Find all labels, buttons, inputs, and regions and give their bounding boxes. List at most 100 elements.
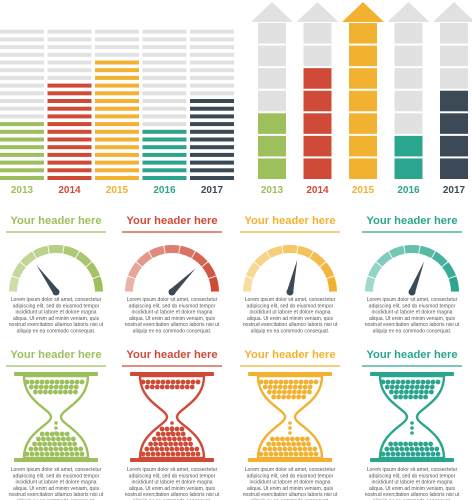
block-filled [349,68,377,89]
bar-stripe-filled [190,168,234,173]
sand-dot [54,431,60,437]
bar-stripe-filled [95,83,139,88]
bar-stripe-empty [142,114,187,119]
sand-dot [399,389,404,395]
sand-dot [64,379,70,385]
sand-dot [384,446,390,452]
body-text-line: Lorem ipsum dolor sit amet, consectetur [367,297,458,303]
sand-dot [182,436,187,442]
bar-stripe-filled [190,160,234,165]
sand-dot [313,379,319,385]
bar-stripe-filled [190,122,234,127]
sand-dot [48,389,53,395]
panel-header: Your header here [244,215,335,227]
sand-dot [419,446,425,452]
sand-dot [63,384,69,390]
sand-dot [159,384,165,390]
gauge-segment [164,244,180,254]
sand-dot [404,384,410,390]
sand-dot [149,446,155,452]
body-text-line: adipiscing elit, sed do eiusmod tempor [129,473,216,479]
sand-dot [288,451,294,457]
sand-dot [419,384,425,390]
sand-dot [46,436,51,442]
arrow-head [387,2,430,22]
sand-dot [53,389,58,395]
panel-header: Your header here [10,215,101,227]
bar-stripe-empty [142,106,187,111]
bar-stripe-filled [95,137,139,142]
sand-dot [409,389,414,395]
bar-stripe-filled [47,160,92,165]
hourglass-panel-3: Your header here Lorem ipsum dolor sit am… [240,349,340,500]
sand-dot [385,379,391,385]
bar-stripe-filled [0,176,44,180]
sand-dot [276,394,281,400]
sand-dot [42,441,47,447]
sand-dot [54,451,60,457]
sand-dot [423,394,428,400]
block-empty [258,68,286,89]
sand-dot [286,441,291,447]
sand-dot [190,451,196,457]
sand-dot [394,389,399,395]
gauge-segment [297,245,314,259]
sand-dot [415,379,421,385]
sand-dot [410,451,416,457]
bar-stripe-filled [190,106,234,111]
bar-stripe-filled [95,91,139,96]
gauge-segment [365,276,376,292]
sand-dot [408,441,413,447]
sand-dot [400,379,406,385]
bar-stripe-filled [47,114,92,119]
bar-arrow-2013 [251,2,293,179]
sand-dot [24,451,30,457]
sand-dot [154,384,160,390]
sand-dot [296,441,301,447]
bar-stripe-empty [142,37,187,42]
sand-dot [390,451,396,457]
hourglass-glass [256,374,324,460]
sand-dot [413,441,418,447]
bar-stripe-empty [0,75,44,80]
sand-dot [183,441,189,447]
bar-stripe-filled [47,91,92,96]
sand-dot [389,384,395,390]
bar-stripe-filled [142,160,187,165]
bar-stripe-filled [95,114,139,119]
bar-stripe-empty [95,29,139,34]
gauge-segment [254,251,271,267]
bar-stripe-empty [190,83,234,88]
block-filled [303,113,332,134]
block-filled [349,113,377,134]
bar-stripe-empty [0,52,44,57]
bar-stripe-filled [0,145,44,150]
sand-dot [409,446,415,452]
body-text-line: adipiscing elit, sed do eiusmod tempor [13,303,100,309]
sand-dot [73,384,79,390]
gauge-hub [168,288,176,296]
body-text-line: aliqua. Ut enim ad minim veniam, quis [13,486,100,492]
x-tick-label-2013: 2013 [261,185,284,196]
sand-dot [184,384,190,390]
sand-dot [185,379,191,385]
sand-dot [275,436,280,442]
gauge-segment [179,245,196,259]
sand-dot [399,384,405,390]
bar-stripe-filled [0,129,44,134]
block-filled [349,90,377,112]
body-text-line: aliqua. Ut enim ad minim veniam, quis [13,316,100,322]
bar-arrow-2014 [296,2,339,179]
sand-dot [195,379,201,385]
block-filled [349,45,377,67]
sand-dot [395,451,401,457]
sand-dot [63,389,68,395]
sand-dot [43,446,49,452]
arrow-head [433,2,472,22]
sand-dot [169,426,175,432]
sand-dot [268,451,274,457]
bar-stripe-empty [47,45,92,50]
sand-dot [164,426,170,432]
body-text-line: aliquip ex ea commodo consequat. [251,499,330,500]
sand-dot [179,426,185,432]
